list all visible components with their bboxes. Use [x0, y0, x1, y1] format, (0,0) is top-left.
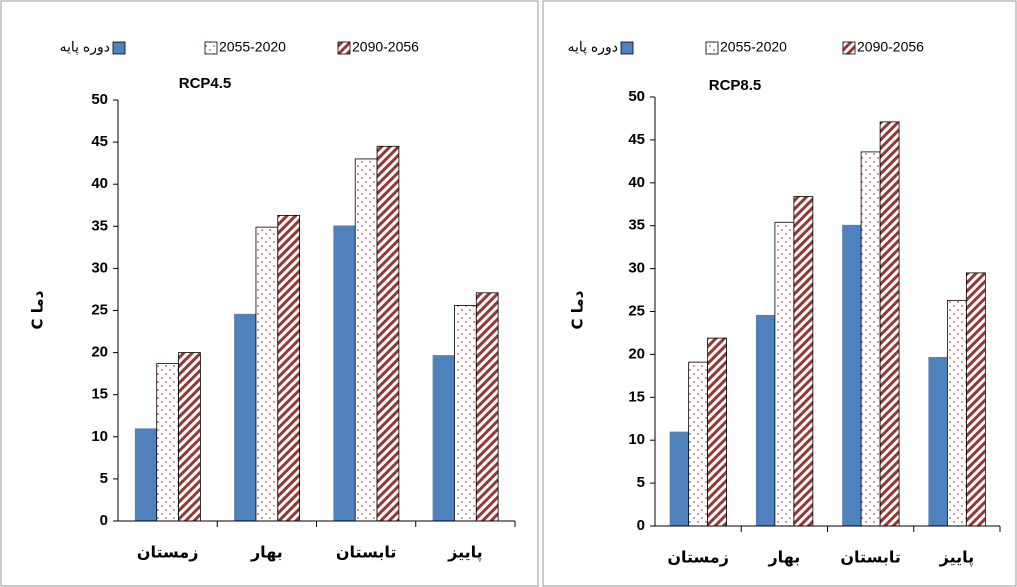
bar: [178, 352, 201, 522]
y-tick-label: 0: [637, 517, 645, 534]
legend-label: دوره پایه: [59, 39, 110, 56]
y-tick-label: 35: [91, 217, 108, 234]
bar: [432, 355, 455, 521]
y-tick-label: 20: [628, 345, 645, 362]
bar: [707, 337, 727, 527]
bar: [965, 272, 986, 527]
x-tick-label: تابستان: [336, 543, 397, 562]
y-tick-label: 30: [91, 259, 108, 276]
legend-label: 2055-2020: [720, 39, 787, 55]
y-tick-label: 0: [100, 512, 108, 529]
y-tick-label: 25: [91, 301, 108, 318]
legend-swatch: [705, 41, 719, 55]
y-tick-label: 50: [628, 88, 645, 105]
bar: [156, 363, 179, 522]
bar: [454, 305, 477, 522]
y-tick-label: 10: [628, 431, 645, 448]
legend-swatch: [204, 41, 218, 55]
y-tick-label: 50: [91, 91, 108, 108]
bar: [333, 225, 356, 521]
bar: [376, 145, 400, 522]
y-tick-label: 40: [91, 175, 108, 192]
legend-label: دوره پایه: [567, 39, 618, 56]
bar: [669, 431, 689, 526]
y-tick-label: 10: [91, 428, 108, 445]
y-tick-label: 5: [100, 470, 108, 487]
bar: [255, 226, 279, 522]
x-tick-label: بهار: [767, 548, 800, 567]
bar: [879, 121, 900, 527]
bar: [354, 158, 378, 522]
y-axis-label: C دما: [29, 290, 47, 329]
legend-label: 2090-2056: [857, 39, 924, 55]
bar: [946, 299, 967, 527]
y-tick-label: 40: [628, 174, 645, 191]
bar: [277, 214, 301, 522]
legend-swatch: [620, 41, 634, 55]
legend-swatch: [112, 41, 126, 55]
x-tick-label: تابستان: [840, 548, 901, 567]
y-tick-label: 5: [637, 474, 645, 491]
bar: [134, 428, 157, 521]
bar: [793, 196, 814, 527]
y-tick-label: 15: [628, 388, 645, 405]
y-tick-label: 15: [91, 386, 108, 403]
legend-swatch: [842, 41, 856, 55]
legend-label: 2090-2056: [352, 39, 419, 55]
chart-title: RCP8.5: [709, 77, 762, 94]
y-tick-label: 35: [628, 217, 645, 234]
panel-border: [542, 0, 1017, 587]
y-tick-label: 30: [628, 260, 645, 277]
bar: [688, 361, 709, 527]
x-tick-label: زمستان: [667, 548, 729, 567]
bar: [928, 356, 948, 526]
y-tick-label: 20: [91, 344, 108, 361]
bar: [774, 221, 795, 527]
bar: [842, 224, 862, 527]
y-tick-label: 25: [628, 302, 645, 319]
chart-title: RCP4.5: [179, 75, 232, 92]
panel-border: [0, 0, 539, 587]
y-tick-label: 45: [91, 133, 108, 150]
x-tick-label: زمستان: [137, 543, 199, 562]
x-tick-label: بهار: [250, 543, 283, 562]
y-tick-label: 45: [628, 131, 645, 148]
legend-swatch: [337, 41, 351, 55]
x-tick-label: پاییز: [447, 543, 483, 563]
legend-label: 2055-2020: [219, 39, 286, 55]
bar: [860, 151, 881, 527]
y-axis-label: C دما: [569, 290, 587, 329]
bar: [755, 314, 775, 526]
bar: [234, 313, 256, 521]
x-tick-label: پاییز: [939, 548, 975, 568]
bar: [475, 292, 499, 522]
